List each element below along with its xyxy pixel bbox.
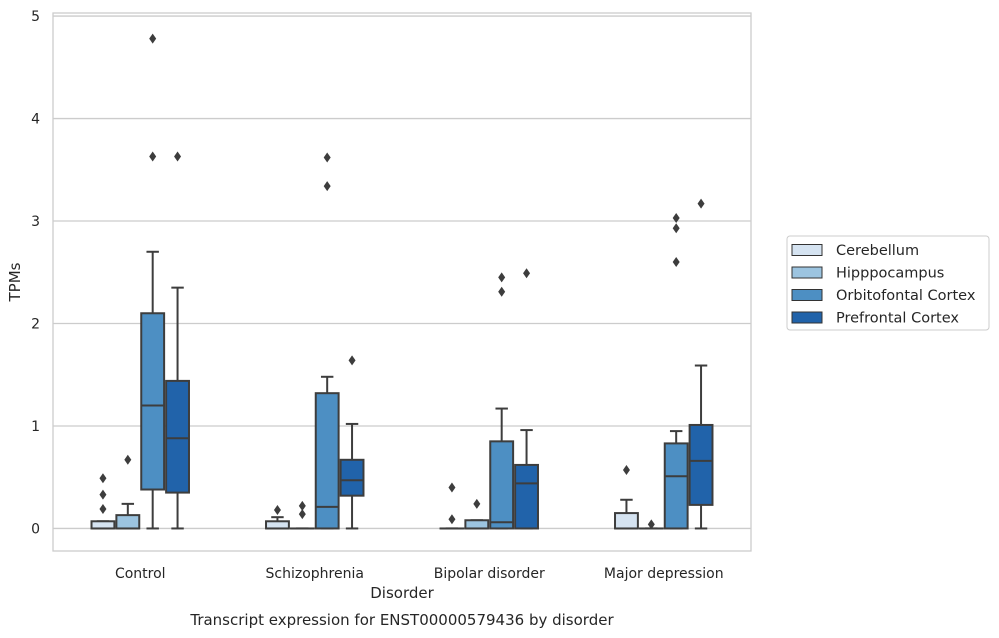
box-outlier bbox=[323, 181, 331, 192]
chart-caption: Transcript expression for ENST0000057943… bbox=[189, 611, 614, 629]
legend-swatch bbox=[791, 244, 823, 256]
box-iqr bbox=[489, 440, 515, 530]
box-iqr bbox=[165, 379, 190, 494]
box-outlier bbox=[697, 198, 705, 209]
y-tick-label: 0 bbox=[31, 521, 40, 537]
box-outlier bbox=[273, 505, 281, 516]
box-outlier bbox=[498, 286, 506, 297]
y-tick-label: 1 bbox=[31, 419, 40, 435]
box-series bbox=[165, 151, 714, 530]
legend-frame bbox=[786, 235, 990, 331]
box-outlier bbox=[348, 355, 356, 366]
x-tick-label: Control bbox=[115, 566, 166, 582]
box-outlier bbox=[448, 514, 456, 525]
box-series bbox=[140, 33, 689, 530]
y-tick-label: 2 bbox=[31, 317, 40, 333]
legend-label: Hipppocampus bbox=[836, 266, 944, 282]
box-iqr bbox=[464, 519, 490, 530]
legend-swatch bbox=[791, 289, 823, 301]
y-tick-labels: 0 1 2 3 4 5 bbox=[31, 9, 40, 537]
x-tick-label: Major depression bbox=[604, 566, 724, 582]
box-outlier bbox=[622, 465, 630, 476]
y-axis-label: TPMs bbox=[6, 262, 24, 302]
box-outlier bbox=[99, 489, 107, 500]
plot-area-frame bbox=[52, 12, 752, 552]
box-iqr bbox=[688, 423, 714, 506]
legend-label: Orbitofontal Cortex bbox=[836, 288, 976, 304]
box-iqr bbox=[514, 463, 539, 530]
x-axis-label: Disorder bbox=[370, 584, 434, 602]
box-iqr bbox=[265, 520, 290, 530]
legend: Cerebellum Hipppocampus Orbitofontal Corte… bbox=[786, 235, 990, 331]
legend-label: Cerebellum bbox=[836, 243, 919, 259]
box-outlier bbox=[149, 33, 157, 44]
box-iqr bbox=[614, 512, 639, 530]
box-outlier bbox=[323, 152, 331, 163]
y-tick-label: 5 bbox=[31, 9, 40, 25]
box-outlier bbox=[174, 151, 182, 162]
box-series-group bbox=[90, 33, 714, 530]
box-outlier bbox=[298, 500, 306, 511]
box-outlier bbox=[523, 268, 531, 279]
box-outlier bbox=[448, 482, 456, 493]
box-series bbox=[90, 465, 639, 530]
box-outlier bbox=[99, 503, 107, 514]
box-iqr bbox=[140, 312, 166, 491]
legend-swatch bbox=[791, 266, 823, 279]
box-iqr bbox=[90, 520, 116, 530]
box-outlier bbox=[473, 498, 481, 509]
box-outlier bbox=[124, 454, 132, 465]
y-tick-label: 3 bbox=[31, 214, 40, 230]
box-iqr bbox=[314, 392, 340, 530]
box-outlier bbox=[672, 223, 680, 234]
legend-label: Prefrontal Cortex bbox=[836, 311, 959, 327]
box-outlier bbox=[647, 519, 655, 530]
box-outlier bbox=[149, 151, 157, 162]
box-series bbox=[115, 454, 664, 530]
legend-swatch bbox=[791, 311, 823, 324]
x-tick-labels: Control Schizophrenia Bipolar disorder Majo… bbox=[115, 566, 724, 582]
box-iqr bbox=[663, 442, 689, 530]
box-iqr bbox=[115, 514, 141, 530]
box-outlier bbox=[498, 272, 506, 283]
y-tick-label: 4 bbox=[31, 112, 40, 128]
box-outlier bbox=[672, 257, 680, 268]
x-tick-label: Schizophrenia bbox=[266, 566, 364, 582]
box-outlier bbox=[99, 473, 107, 484]
x-tick-label: Bipolar disorder bbox=[434, 566, 545, 582]
box-outlier bbox=[298, 509, 306, 520]
box-outlier bbox=[672, 212, 680, 223]
box-iqr bbox=[339, 458, 365, 497]
